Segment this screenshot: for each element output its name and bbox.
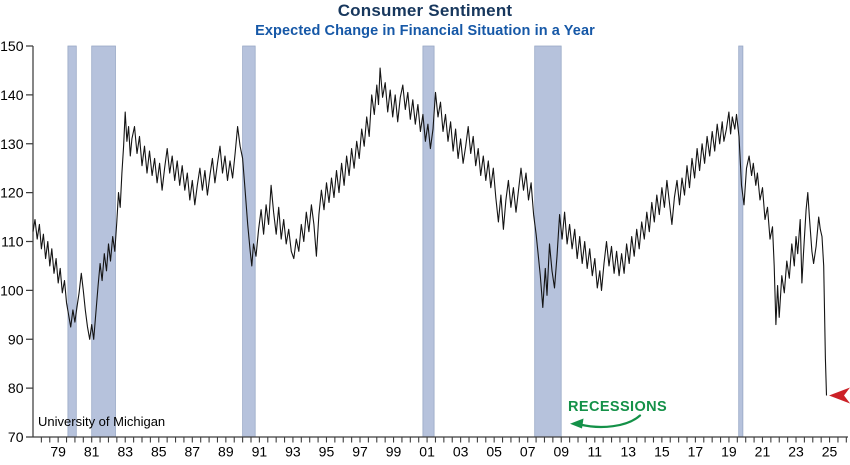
x-tick-label: 13 bbox=[621, 444, 637, 460]
y-tick-label: 100 bbox=[0, 282, 24, 298]
recession-band bbox=[738, 45, 744, 438]
recession-band bbox=[422, 45, 435, 438]
y-tick-label: 110 bbox=[1, 234, 24, 250]
x-axis-ticks bbox=[40, 437, 847, 443]
y-tick-label: 140 bbox=[0, 87, 24, 103]
y-tick-label: 90 bbox=[8, 331, 24, 347]
x-tick-label: 17 bbox=[688, 444, 704, 460]
x-tick-label: 97 bbox=[352, 444, 368, 460]
x-tick-label: 95 bbox=[319, 444, 335, 460]
x-tick-label: 93 bbox=[285, 444, 301, 460]
recessions-label: RECESSIONS bbox=[568, 399, 668, 415]
x-tick-label: 91 bbox=[252, 444, 268, 460]
x-tick-label: 19 bbox=[721, 444, 737, 460]
recession-band bbox=[67, 45, 77, 438]
x-tick-label: 99 bbox=[386, 444, 402, 460]
x-tick-label: 25 bbox=[822, 444, 838, 460]
x-tick-label: 01 bbox=[419, 444, 435, 460]
y-tick-label: 80 bbox=[8, 380, 24, 396]
x-tick-label: 05 bbox=[486, 444, 502, 460]
x-tick-label: 87 bbox=[185, 444, 201, 460]
x-tick-label: 23 bbox=[788, 444, 804, 460]
recessions-arrow-icon bbox=[570, 414, 642, 429]
recession-band bbox=[534, 45, 562, 438]
x-tick-label: 11 bbox=[588, 444, 603, 460]
x-tick-label: 07 bbox=[520, 444, 536, 460]
x-tick-label: 15 bbox=[654, 444, 670, 460]
recession-bands bbox=[67, 45, 744, 438]
chart-title: Consumer Sentiment bbox=[337, 1, 513, 20]
y-tick-label: 120 bbox=[0, 185, 24, 201]
x-tick-label: 85 bbox=[151, 444, 167, 460]
x-tick-label: 83 bbox=[117, 444, 133, 460]
y-axis-ticks: 70 80 90 100 110 120 130 140 150 bbox=[0, 38, 33, 445]
chart-subtitle: Expected Change in Financial Situation i… bbox=[255, 23, 595, 39]
x-tick-label: 03 bbox=[453, 444, 469, 460]
x-tick-label: 89 bbox=[218, 444, 234, 460]
x-tick-label: 79 bbox=[50, 444, 66, 460]
source-label: University of Michigan bbox=[38, 414, 166, 429]
y-tick-label: 150 bbox=[0, 38, 24, 54]
y-tick-label: 130 bbox=[0, 136, 24, 152]
x-tick-label: 21 bbox=[755, 444, 771, 460]
latest-value-arrow-icon bbox=[829, 387, 850, 404]
x-tick-label: 81 bbox=[84, 444, 100, 460]
y-tick-label: 70 bbox=[8, 429, 24, 445]
x-tick-label: 09 bbox=[553, 444, 569, 460]
x-axis-labels: 79 81 83 85 87 89 91 93 95 97 99 01 03 05 07 09 11 13 15 17… bbox=[50, 444, 837, 460]
sentiment-line bbox=[32, 67, 828, 396]
